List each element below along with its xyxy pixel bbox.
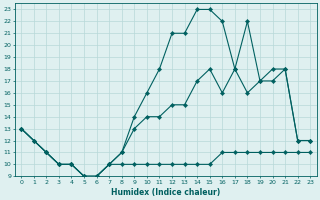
X-axis label: Humidex (Indice chaleur): Humidex (Indice chaleur) <box>111 188 220 197</box>
